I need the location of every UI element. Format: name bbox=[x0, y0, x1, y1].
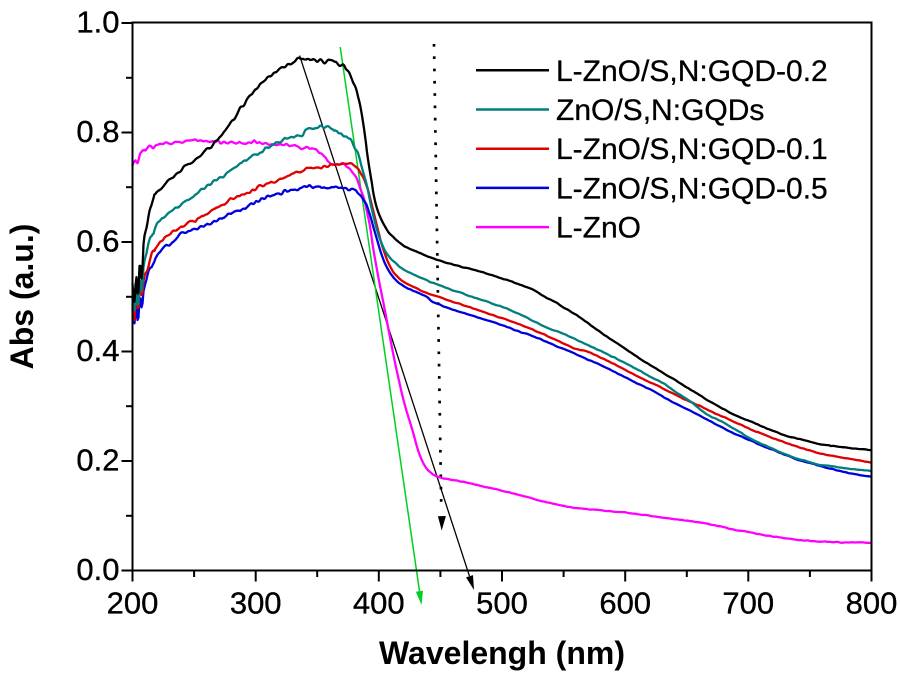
svg-text:0.2: 0.2 bbox=[76, 443, 119, 478]
svg-text:Wavelengh (nm): Wavelengh (nm) bbox=[379, 635, 625, 671]
svg-text:800: 800 bbox=[846, 586, 898, 621]
svg-text:0.6: 0.6 bbox=[76, 224, 119, 259]
svg-text:300: 300 bbox=[230, 586, 282, 621]
svg-text:ZnO/S,N:GQDs: ZnO/S,N:GQDs bbox=[556, 94, 764, 127]
svg-text:L-ZnO: L-ZnO bbox=[556, 212, 641, 245]
svg-text:700: 700 bbox=[722, 586, 774, 621]
svg-text:1.0: 1.0 bbox=[76, 5, 119, 40]
svg-text:0.4: 0.4 bbox=[76, 333, 119, 368]
svg-text:0.0: 0.0 bbox=[76, 552, 119, 587]
svg-text:0.8: 0.8 bbox=[76, 114, 119, 149]
svg-text:400: 400 bbox=[353, 586, 405, 621]
svg-text:500: 500 bbox=[476, 586, 528, 621]
svg-text:L-ZnO/S,N:GQD-0.1: L-ZnO/S,N:GQD-0.1 bbox=[556, 133, 828, 166]
svg-text:200: 200 bbox=[107, 586, 159, 621]
svg-text:L-ZnO/S,N:GQD-0.5: L-ZnO/S,N:GQD-0.5 bbox=[556, 172, 828, 205]
svg-text:L-ZnO/S,N:GQD-0.2: L-ZnO/S,N:GQD-0.2 bbox=[556, 55, 828, 88]
svg-text:600: 600 bbox=[599, 586, 651, 621]
svg-text:Abs (a.u.): Abs (a.u.) bbox=[4, 224, 40, 370]
